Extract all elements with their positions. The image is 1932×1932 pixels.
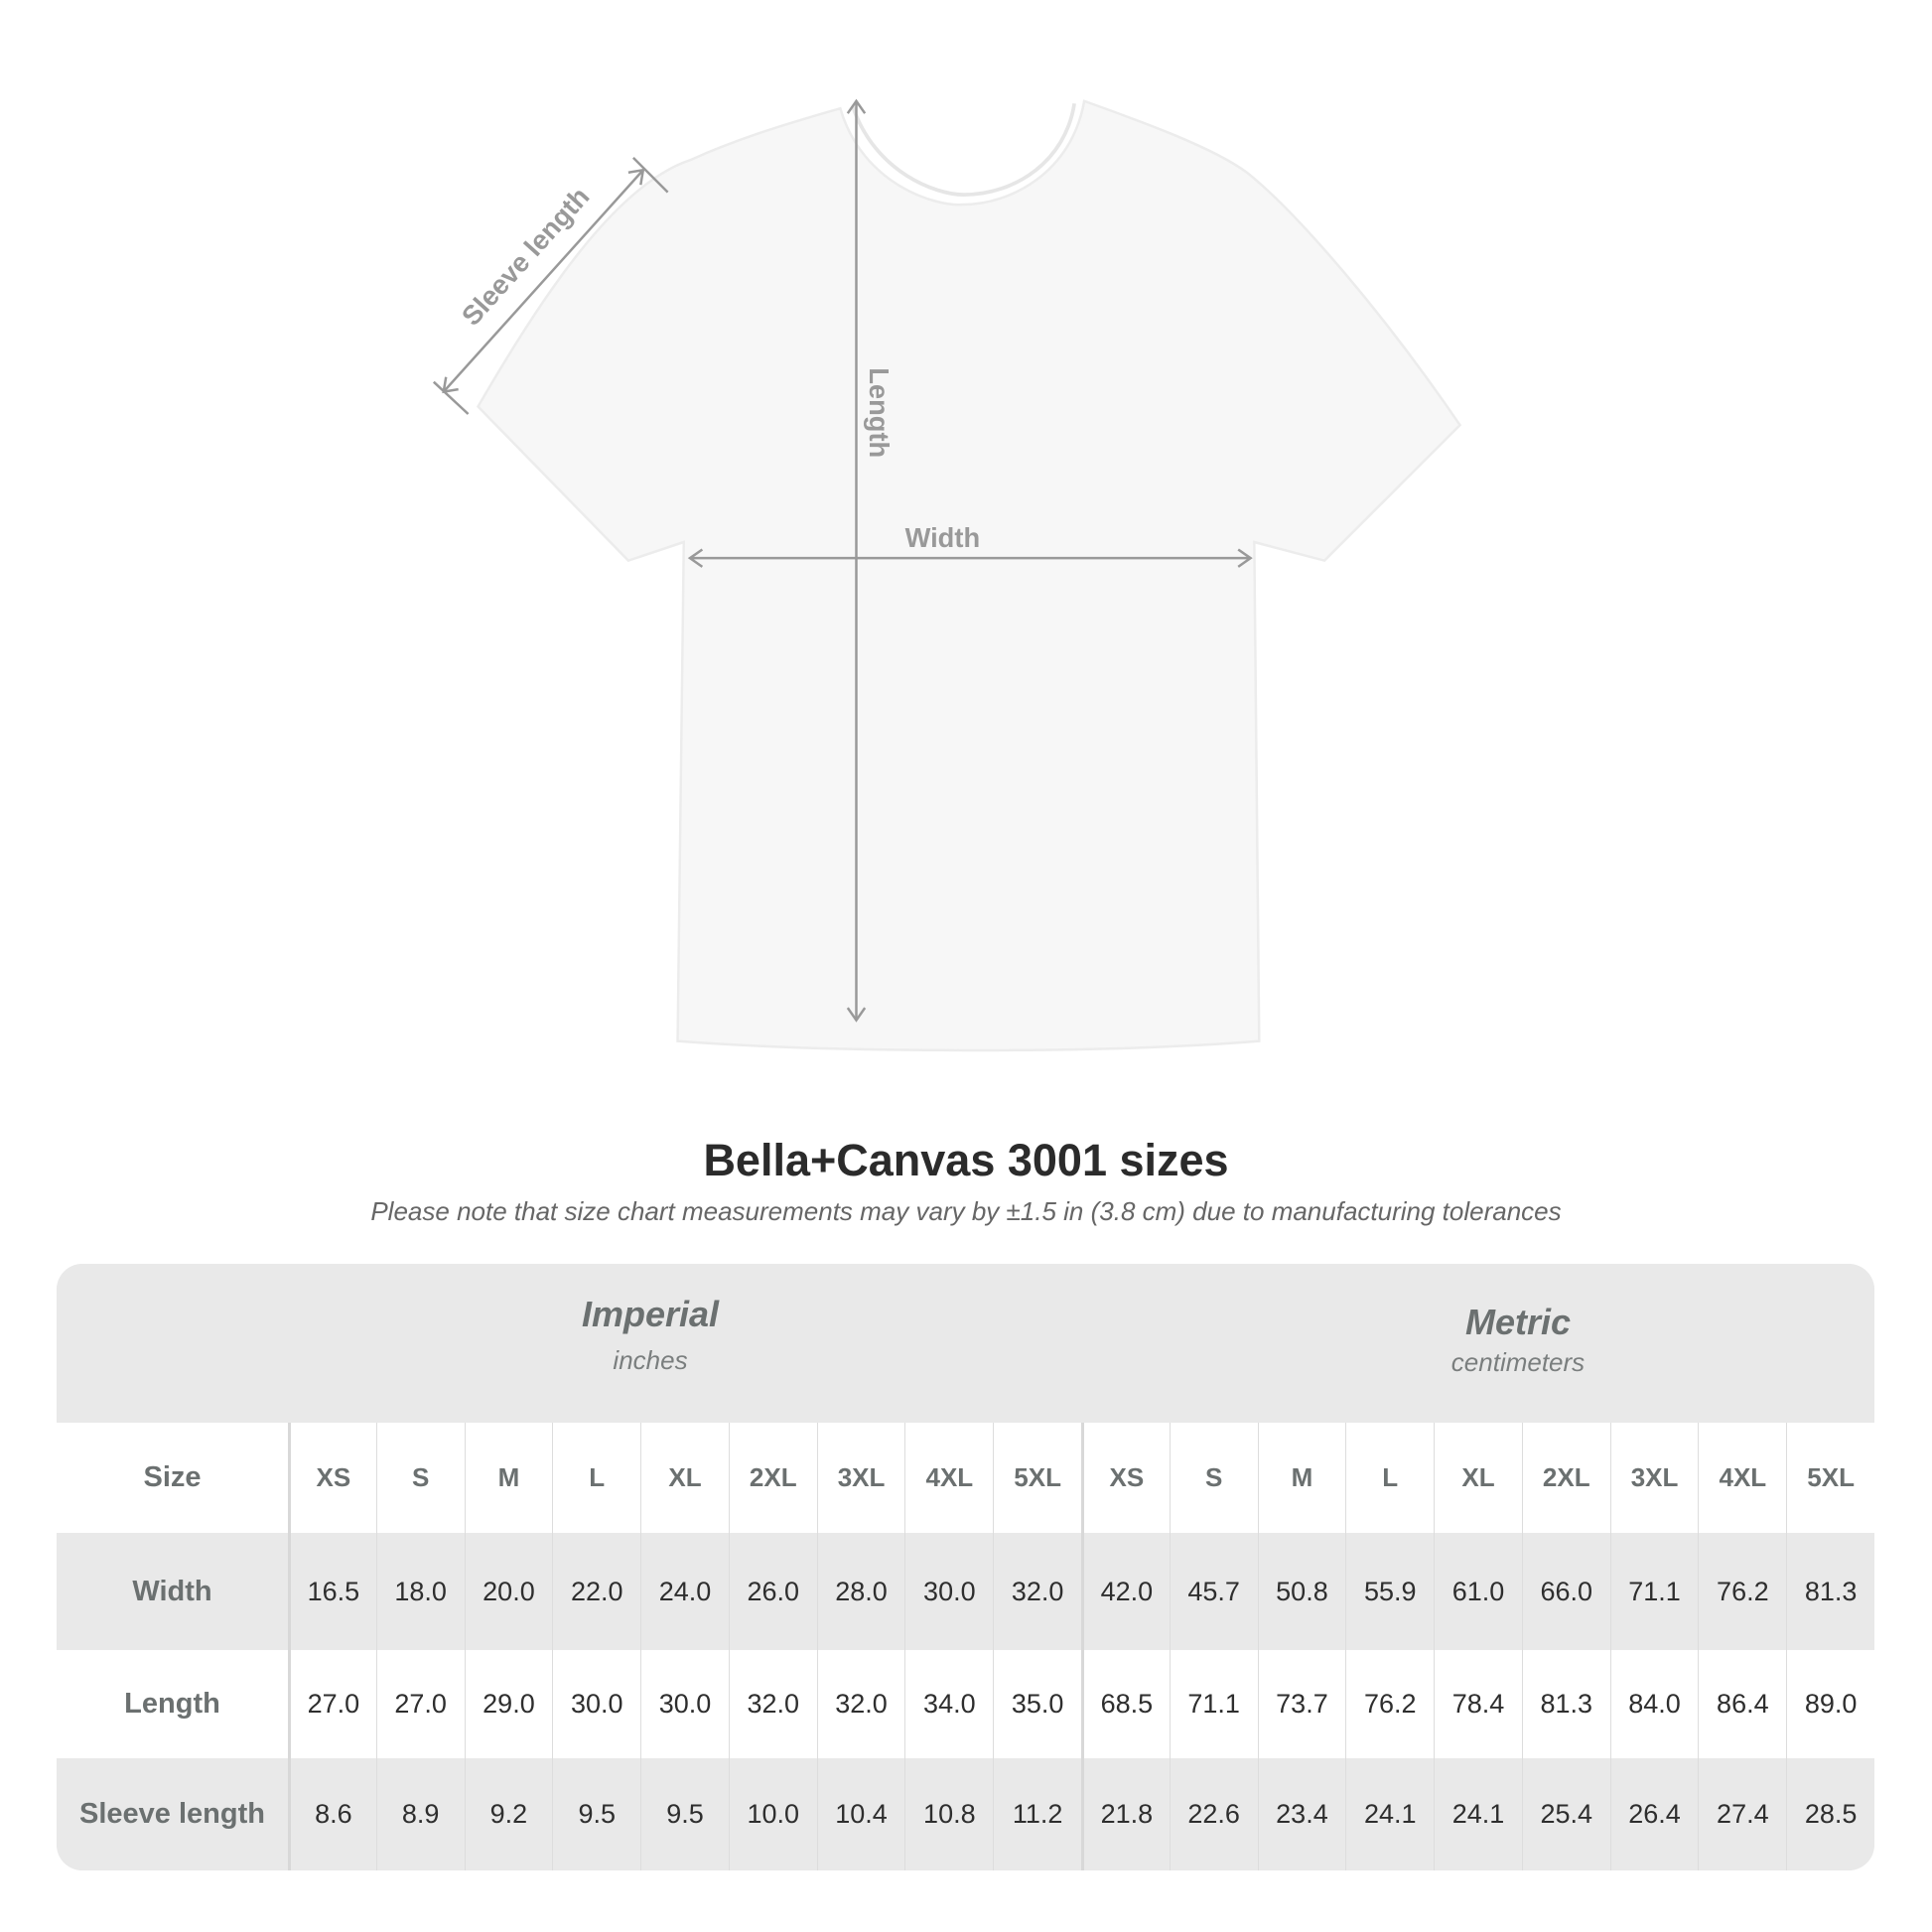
table-cell: 5XL: [1786, 1423, 1874, 1533]
width-row: Width 16.5 18.0 20.0 22.0 24.0 26.0 28.0 30.0 32.…: [57, 1533, 1874, 1650]
table-cell: 24.1: [1434, 1758, 1522, 1870]
table-cell: 32.0: [993, 1533, 1081, 1650]
table-cell: 35.0: [993, 1650, 1081, 1758]
table-cell: 32.0: [816, 1650, 905, 1758]
table-cell: 23.4: [1257, 1758, 1346, 1870]
table-cell: M: [1257, 1423, 1346, 1533]
table-cell: 18.0: [375, 1533, 465, 1650]
table-cell: 76.2: [1345, 1650, 1434, 1758]
table-cell: 81.3: [1786, 1533, 1874, 1650]
table-cell: 42.0: [1081, 1533, 1170, 1650]
table-cell: 30.0: [904, 1533, 993, 1650]
metric-title: Metric: [1464, 1302, 1572, 1342]
table-cell: 89.0: [1786, 1650, 1874, 1758]
table-cell: 9.5: [552, 1758, 640, 1870]
table-cell: 3XL: [1609, 1423, 1699, 1533]
table-cell: 81.3: [1521, 1650, 1610, 1758]
table-cell: 28.0: [816, 1533, 905, 1650]
table-cell: 55.9: [1345, 1533, 1434, 1650]
row-label: Size: [143, 1461, 202, 1493]
imperial-header: Imperial inches: [352, 1294, 948, 1376]
table-cell: XL: [640, 1423, 729, 1533]
table-cell: 2XL: [728, 1423, 817, 1533]
table-cell: 21.8: [1081, 1758, 1170, 1870]
table-cell: 9.2: [464, 1758, 553, 1870]
table-cell: 22.0: [552, 1533, 640, 1650]
table-cell: 84.0: [1609, 1650, 1699, 1758]
width-label: Width: [905, 522, 981, 553]
table-cell: 26.0: [728, 1533, 817, 1650]
table-cell: 30.0: [552, 1650, 640, 1758]
size-row: Size XS S M L XL 2XL 3XL 4XL 5XL XS S M L XL 2XL 3XL 4XL 5…: [57, 1423, 1874, 1533]
table-cell: M: [464, 1423, 553, 1533]
table-cell: 29.0: [464, 1650, 553, 1758]
table-cell: L: [552, 1423, 640, 1533]
table-cell: 71.1: [1609, 1533, 1699, 1650]
table-cell: 73.7: [1257, 1650, 1346, 1758]
table-cell: 50.8: [1257, 1533, 1346, 1650]
table-cell: 27.0: [375, 1650, 465, 1758]
tshirt-shape: [476, 99, 1462, 1052]
row-label: Sleeve length: [79, 1798, 265, 1830]
length-label: Length: [864, 367, 895, 458]
table-cell: 8.6: [288, 1758, 376, 1870]
table-cell: 3XL: [816, 1423, 905, 1533]
sleeve-length-row: Sleeve length 8.6 8.9 9.2 9.5 9.5 10.0 10.4 10.8…: [57, 1758, 1874, 1870]
table-cell: S: [375, 1423, 465, 1533]
table-header: Imperial inches Metric centimeters: [57, 1264, 1874, 1423]
table-cell: 78.4: [1434, 1650, 1522, 1758]
table-cell: 4XL: [904, 1423, 993, 1533]
table-cell: XS: [288, 1423, 376, 1533]
table-cell: 10.0: [728, 1758, 817, 1870]
table-cell: 86.4: [1698, 1650, 1786, 1758]
table-cell: 10.8: [904, 1758, 993, 1870]
table-cell: 66.0: [1521, 1533, 1610, 1650]
metric-header: Metric centimeters: [1220, 1302, 1816, 1378]
table-cell: 61.0: [1434, 1533, 1522, 1650]
table-cell: XS: [1081, 1423, 1170, 1533]
table-cell: 76.2: [1698, 1533, 1786, 1650]
metric-unit: centimeters: [1450, 1347, 1586, 1377]
table-cell: 16.5: [288, 1533, 376, 1650]
table-cell: 5XL: [993, 1423, 1081, 1533]
tshirt-diagram: Sleeve length Length Width: [432, 98, 1462, 1052]
sleeve-arrow: [442, 169, 644, 393]
row-label: Length: [124, 1688, 220, 1720]
table-cell: 11.2: [993, 1758, 1081, 1870]
table-cell: 25.4: [1521, 1758, 1610, 1870]
tolerance-note: Please note that size chart measurements…: [370, 1196, 1562, 1226]
size-table: Imperial inches Metric centimeters Size X…: [57, 1264, 1874, 1870]
table-cell: 9.5: [640, 1758, 729, 1870]
table-cell: XL: [1434, 1423, 1522, 1533]
table-cell: 32.0: [728, 1650, 817, 1758]
table-cell: 45.7: [1169, 1533, 1258, 1650]
table-cell: 24.0: [640, 1533, 729, 1650]
row-label: Width: [132, 1575, 212, 1607]
table-cell: 68.5: [1081, 1650, 1170, 1758]
table-cell: 8.9: [375, 1758, 465, 1870]
table-cell: 30.0: [640, 1650, 729, 1758]
table-cell: 24.1: [1345, 1758, 1434, 1870]
table-cell: 27.0: [288, 1650, 376, 1758]
table-cell: 28.5: [1786, 1758, 1874, 1870]
table-cell: 10.4: [816, 1758, 905, 1870]
chart-title: Bella+Canvas 3001 sizes: [703, 1135, 1229, 1185]
length-row: Length 27.0 27.0 29.0 30.0 30.0 32.0 32.0 34.0 35…: [57, 1650, 1874, 1758]
table-cell: 20.0: [464, 1533, 553, 1650]
table-cell: 26.4: [1609, 1758, 1699, 1870]
table-cell: S: [1169, 1423, 1258, 1533]
table-cell: 27.4: [1698, 1758, 1786, 1870]
table-cell: 4XL: [1698, 1423, 1786, 1533]
imperial-title: Imperial: [581, 1294, 720, 1334]
table-cell: L: [1345, 1423, 1434, 1533]
table-cell: 34.0: [904, 1650, 993, 1758]
table-cell: 2XL: [1521, 1423, 1610, 1533]
table-cell: 22.6: [1169, 1758, 1258, 1870]
imperial-unit: inches: [613, 1345, 688, 1375]
table-cell: 71.1: [1169, 1650, 1258, 1758]
